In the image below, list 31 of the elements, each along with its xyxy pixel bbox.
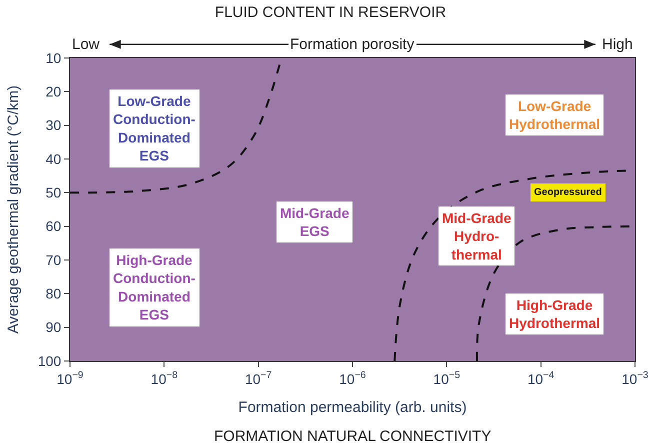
x-tick-label: 10$^{−4}$	[527, 370, 555, 387]
x-tick-label: 10$^{−7}$	[244, 370, 272, 387]
y-tick-label: 50	[46, 184, 62, 201]
y-tick-label: 10	[46, 50, 62, 66]
annotation: High-Grade Conduction- Dominated EGS	[113, 252, 196, 323]
annotation: Mid-Grade Hydro- thermal	[442, 210, 512, 262]
annotation: High-Grade Hydrothermal	[509, 297, 600, 332]
x-tick-label: 10$^{−9}$	[56, 370, 84, 387]
annotation: Mid-Grade EGS	[280, 205, 350, 240]
annotation: Low-Grade Conduction- Dominated EGS	[113, 93, 196, 164]
x-tick-label: 10$^{−3}$	[622, 370, 649, 387]
y-tick-label: 70	[46, 252, 62, 268]
annotation: Low-Grade Hydrothermal	[509, 98, 600, 132]
y-tick-label: 60	[46, 218, 62, 234]
y-tick-label: 100	[38, 352, 62, 369]
y-tick-label: 20	[46, 84, 62, 100]
y-axis-title: Average geothermal gradient (°C/km)	[5, 85, 22, 334]
annotation: Geopressured	[534, 187, 602, 198]
text: FORMATION NATURAL CONNECTIVITY	[214, 428, 492, 443]
y-tick-label: 90	[46, 319, 62, 336]
text: Low	[72, 36, 100, 53]
x-axis-title: Formation permeability (arb. units)	[238, 398, 467, 416]
text: High	[602, 36, 633, 53]
x-tick-label: 10$^{−8}$	[150, 370, 178, 387]
text: Formation porosity	[290, 36, 415, 53]
y-tick-label: 80	[46, 286, 62, 302]
chart-title: FLUID CONTENT IN RESERVOIR	[214, 4, 446, 22]
x-tick-label: 10$^{−6}$	[339, 370, 366, 387]
y-tick-label: 40	[46, 150, 62, 167]
x-tick-label: 10$^{−5}$	[433, 370, 461, 387]
y-tick-label: 30	[46, 117, 62, 134]
